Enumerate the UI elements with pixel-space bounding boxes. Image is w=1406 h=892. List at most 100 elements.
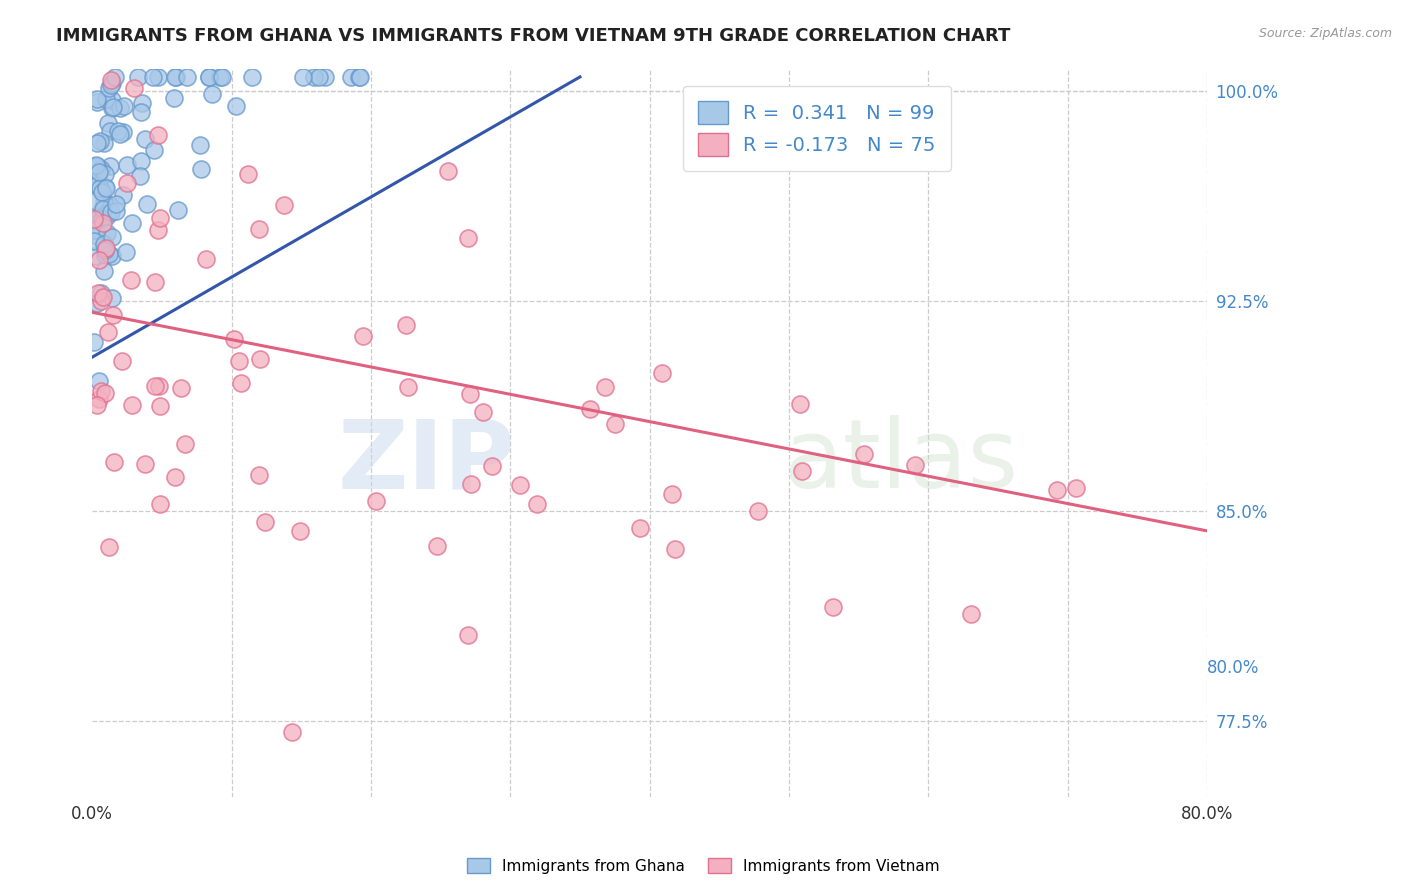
Point [121, 398, 143, 412]
Text: Source: ZipAtlas.com: Source: ZipAtlas.com [1258, 27, 1392, 40]
Point [111, 353, 134, 368]
Point [108, 127, 131, 141]
Point [101, 249, 124, 263]
Point [84, 158, 107, 172]
Point [89, 374, 111, 388]
Point [593, 379, 616, 393]
Point [103, 455, 125, 469]
Point [100, 73, 122, 87]
Point [89, 134, 111, 148]
Point [273, 198, 295, 212]
Point [120, 273, 142, 287]
Point [437, 164, 460, 178]
Point [94, 247, 117, 261]
Point [148, 223, 170, 237]
Point [198, 70, 221, 84]
Point [170, 381, 193, 395]
Point [91, 212, 114, 227]
Point [83, 249, 105, 263]
Point [481, 458, 503, 473]
Point [100, 78, 122, 92]
Point [228, 354, 250, 368]
Point [129, 169, 152, 183]
Point [224, 332, 246, 346]
Point [83, 211, 105, 226]
Point [115, 158, 138, 172]
Point [101, 93, 124, 107]
Point [83, 194, 105, 209]
Point [129, 153, 152, 168]
Point [98, 159, 121, 173]
Point [100, 124, 122, 138]
Point [457, 231, 479, 245]
Point [86, 95, 108, 109]
Point [143, 379, 166, 393]
Point [86, 136, 108, 151]
Point [83, 159, 105, 173]
Point [93, 136, 115, 150]
Point [163, 90, 186, 104]
Point [87, 285, 110, 300]
Point [471, 405, 494, 419]
Point [87, 253, 110, 268]
Point [247, 222, 270, 236]
Point [87, 392, 110, 406]
Point [108, 101, 131, 115]
Point [1046, 483, 1069, 497]
Point [127, 70, 149, 84]
Point [176, 70, 198, 84]
Point [134, 132, 156, 146]
Point [93, 290, 115, 304]
Point [86, 398, 108, 412]
Point [87, 165, 110, 179]
Text: 80.0%: 80.0% [1208, 658, 1260, 677]
Point [651, 366, 673, 380]
Point [747, 504, 769, 518]
Point [174, 437, 197, 451]
Point [426, 540, 449, 554]
Point [101, 309, 124, 323]
Point [134, 457, 156, 471]
Text: ZIP: ZIP [337, 416, 516, 508]
Point [395, 318, 418, 332]
Point [664, 542, 686, 557]
Text: IMMIGRANTS FROM GHANA VS IMMIGRANTS FROM VIETNAM 9TH GRADE CORRELATION CHART: IMMIGRANTS FROM GHANA VS IMMIGRANTS FROM… [56, 27, 1011, 45]
Point [86, 93, 108, 107]
Point [225, 99, 247, 113]
Point [94, 92, 117, 106]
Point [91, 185, 114, 199]
Point [198, 70, 221, 84]
Point [90, 294, 112, 309]
Point [148, 379, 170, 393]
Point [84, 211, 107, 226]
Point [789, 397, 811, 411]
Point [240, 70, 263, 84]
Point [142, 70, 165, 84]
Point [101, 76, 124, 90]
Point [143, 275, 166, 289]
Point [165, 70, 187, 84]
Point [165, 70, 187, 84]
Point [314, 70, 336, 84]
Point [98, 246, 121, 260]
Point [460, 476, 482, 491]
Point [247, 467, 270, 482]
Point [457, 627, 479, 641]
Point [628, 521, 651, 535]
Point [131, 95, 153, 110]
Point [661, 487, 683, 501]
Point [146, 128, 169, 142]
Point [960, 607, 983, 621]
Point [94, 180, 117, 194]
Point [281, 725, 304, 739]
Point [790, 464, 813, 478]
Point [90, 285, 112, 300]
Point [111, 188, 134, 202]
Point [83, 234, 105, 248]
Point [93, 237, 115, 252]
Point [96, 209, 118, 223]
Point [131, 105, 153, 120]
Point [122, 81, 145, 95]
Point [195, 252, 218, 266]
Point [89, 210, 111, 224]
